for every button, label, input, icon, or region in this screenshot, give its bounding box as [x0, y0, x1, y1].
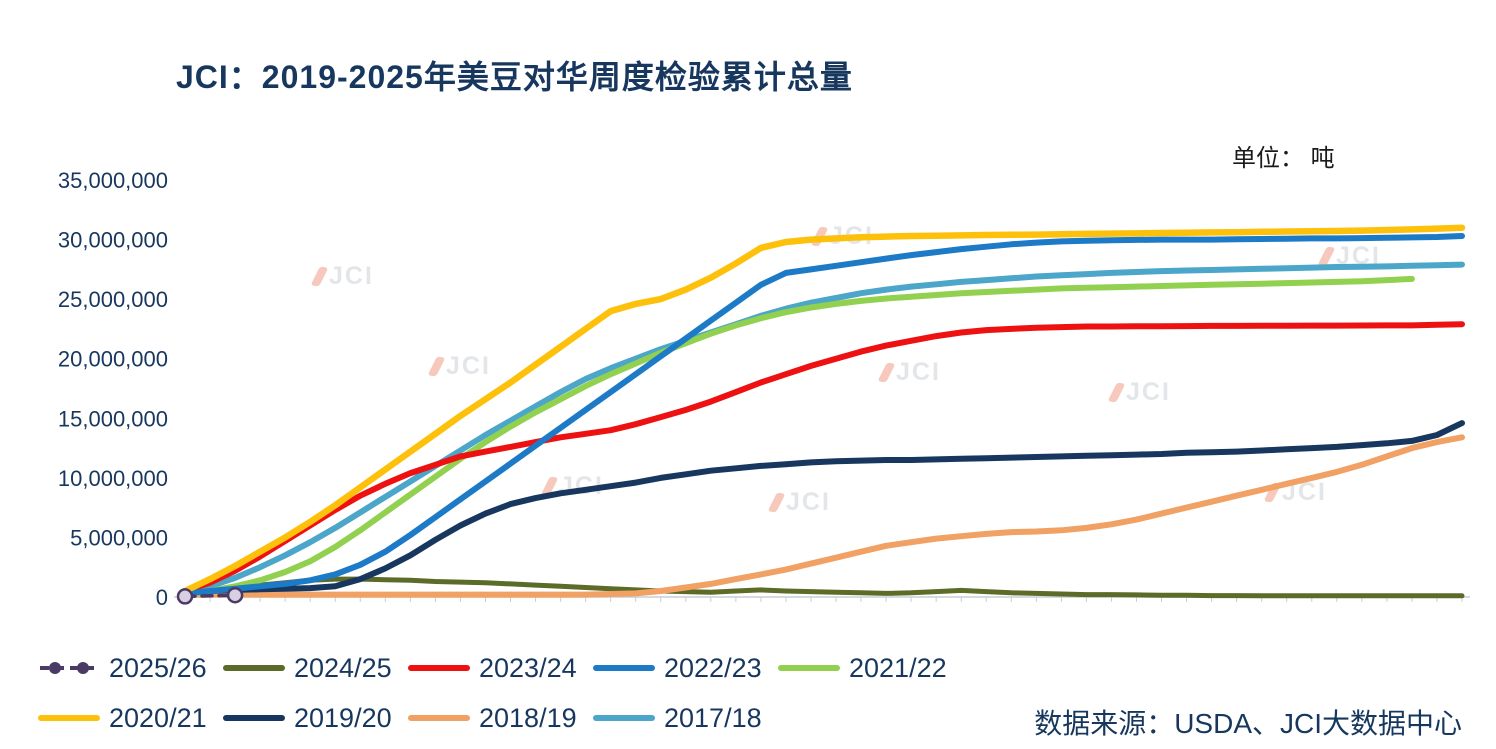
y-axis-label: 30,000,000 [58, 228, 168, 253]
jci-watermark: JCI [427, 352, 491, 381]
series-line-2017-18 [182, 261, 1465, 596]
legend-swatch-2020-21 [38, 715, 100, 721]
legend-item-2020-21: 2020/21 [38, 700, 223, 736]
series-line-2025-26 [183, 593, 237, 599]
legend-row-2: 2020/21 2019/20 2018/19 2017/18 [38, 700, 778, 736]
series-line-2018-19 [182, 434, 1465, 598]
legend-swatch-2021-22 [778, 665, 840, 671]
unit-label: 单位： 吨 [1232, 145, 1335, 172]
series-line-2022-23 [182, 233, 1465, 597]
y-axis-label: 5,000,000 [70, 525, 168, 550]
legend-item-2022-23: 2022/23 [593, 650, 778, 686]
legend-label: 2017/18 [664, 702, 762, 733]
legend-label: 2023/24 [479, 652, 577, 683]
legend-label: 2022/23 [664, 652, 762, 683]
chart-title: JCI：2019-2025年美豆对华周度检验累计总量 [176, 59, 853, 95]
jci-watermark: JCI [767, 488, 831, 517]
y-axis-label: 35,000,000 [58, 168, 168, 193]
series-line-2019-20 [182, 420, 1465, 597]
jci-watermark-text: JCI [329, 262, 374, 290]
jci-watermark: JCI [1107, 378, 1171, 407]
legend-item-2025-26: 2025/26 [38, 650, 223, 686]
legend-item-2021-22: 2021/22 [778, 650, 963, 686]
legend-label: 2021/22 [849, 652, 947, 683]
chart-svg: 0 5,000,000 10,000,000 15,000,000 20,000,000… [58, 168, 1470, 610]
jci-watermark: JCI [877, 358, 941, 387]
legend-swatch-2022-23 [593, 665, 655, 671]
series-line-2020-21 [181, 224, 1466, 595]
jci-watermark-text: JCI [446, 352, 491, 380]
legend-item-2019-20: 2019/20 [223, 700, 408, 736]
legend-swatch-2024-25 [223, 665, 285, 671]
legend-label: 2020/21 [109, 702, 207, 733]
legend-item-2023-24: 2023/24 [408, 650, 593, 686]
jci-watermark-text: JCI [1126, 378, 1171, 406]
jci-watermark: JCI [310, 262, 374, 291]
legend-item-2017-18: 2017/18 [593, 700, 778, 736]
y-axis-label: 10,000,000 [58, 466, 168, 491]
series-marker-2025-26 [226, 586, 244, 604]
legend-label: 2019/20 [294, 702, 392, 733]
legend-label: 2025/26 [109, 652, 207, 683]
jci-watermark-text: JCI [896, 358, 941, 386]
legend-item-2018-19: 2018/19 [408, 700, 593, 736]
legend-swatch-2017-18 [593, 715, 655, 721]
series-line-2023-24 [182, 321, 1465, 594]
legend-row-1: 2025/26 2024/25 2023/24 2022/23 2021/22 [38, 650, 963, 686]
legend-swatch-2025-26 [40, 662, 98, 674]
series-line-2024-25 [182, 576, 1465, 599]
jci-watermark-text: JCI [786, 488, 831, 516]
legend-label: 2018/19 [479, 702, 577, 733]
legend-swatch-2018-19 [408, 715, 470, 721]
legend-swatch-2023-24 [408, 665, 470, 671]
series-line-2021-22 [182, 275, 1415, 598]
series-marker-2025-26 [176, 588, 194, 605]
legend-swatch-2019-20 [223, 715, 285, 721]
y-axis-label: 15,000,000 [58, 406, 168, 431]
y-axis-label: 0 [156, 585, 168, 610]
legend-label: 2024/25 [294, 652, 392, 683]
data-source: 数据来源：USDA、JCI大数据中心 [1034, 708, 1462, 739]
y-axis-label: 25,000,000 [58, 287, 168, 312]
legend-item-2024-25: 2024/25 [223, 650, 408, 686]
y-axis-label: 20,000,000 [58, 347, 168, 372]
